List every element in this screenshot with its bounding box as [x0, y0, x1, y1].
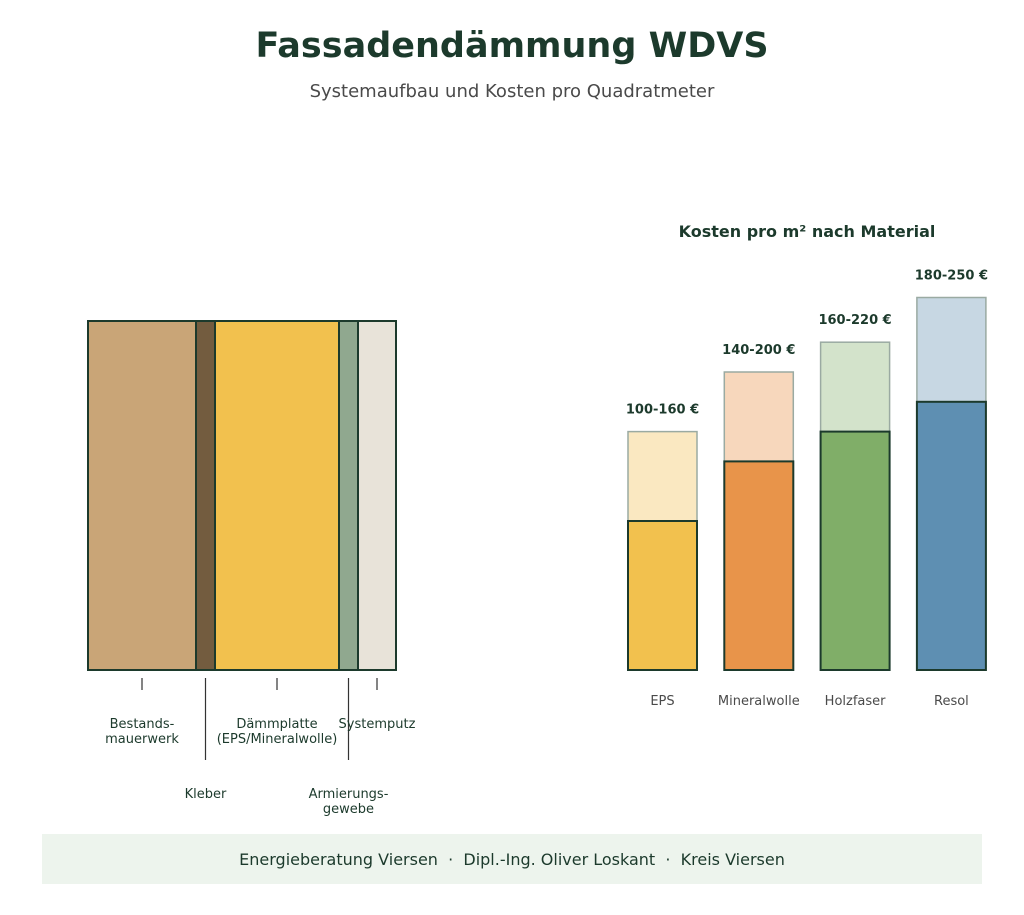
figure-canvas: Bestands-mauerwerk Kleber Dämmplatte (EPS/M…: [87, 222, 988, 817]
bar-min-mineralwolle: [723, 460, 795, 671]
bar-value-label-resol: 180-250 €: [915, 269, 988, 284]
bar-value-label-holzfaser: 160-220 €: [818, 313, 891, 328]
category-label-eps: EPS: [650, 694, 674, 709]
page-subtitle: Systemaufbau und Kosten pro Quadratmeter: [309, 81, 715, 102]
bar-value-label-mineralwolle: 140-200 €: [722, 343, 795, 358]
wall-layer-2: [195, 320, 216, 671]
page-title: Fassadendämmung WDVS: [255, 26, 769, 66]
wall-layer-label-4: Armierungs-gewebe: [309, 787, 389, 817]
bar-min-holzfaser: [819, 430, 891, 671]
wall-layer-5: [357, 320, 397, 671]
bar-value-label-eps: 100-160 €: [626, 403, 699, 418]
wall-layer-label-1: Bestands-mauerwerk: [105, 717, 179, 747]
wall-layer-4: [338, 320, 359, 671]
cost-chart: 100-160 € EPS 140-200 € Mineralwolle 160-220…: [626, 269, 988, 710]
wall-layer-1: [87, 320, 197, 671]
category-label-holzfaser: Holzfaser: [825, 694, 886, 709]
wall-layer-label-2: Kleber: [185, 787, 227, 802]
category-label-mineralwolle: Mineralwolle: [718, 694, 800, 709]
wall-layer-label-3: Dämmplatte (EPS/Mineralwolle): [217, 717, 338, 747]
footer-bar: Energieberatung Viersen · Dipl.-Ing. Oli…: [42, 834, 982, 884]
category-label-resol: Resol: [934, 694, 969, 709]
wall-layer-diagram: [87, 320, 397, 671]
bar-min-resol: [915, 400, 987, 671]
wall-layer-labels: Bestands-mauerwerk Kleber Dämmplatte (EPS/M…: [105, 678, 416, 817]
wall-layer-3: [214, 320, 340, 671]
bar-min-eps: [627, 520, 698, 671]
chart-title: Kosten pro m² nach Material: [679, 222, 936, 241]
wall-layer-label-5: Systemputz: [339, 717, 416, 732]
